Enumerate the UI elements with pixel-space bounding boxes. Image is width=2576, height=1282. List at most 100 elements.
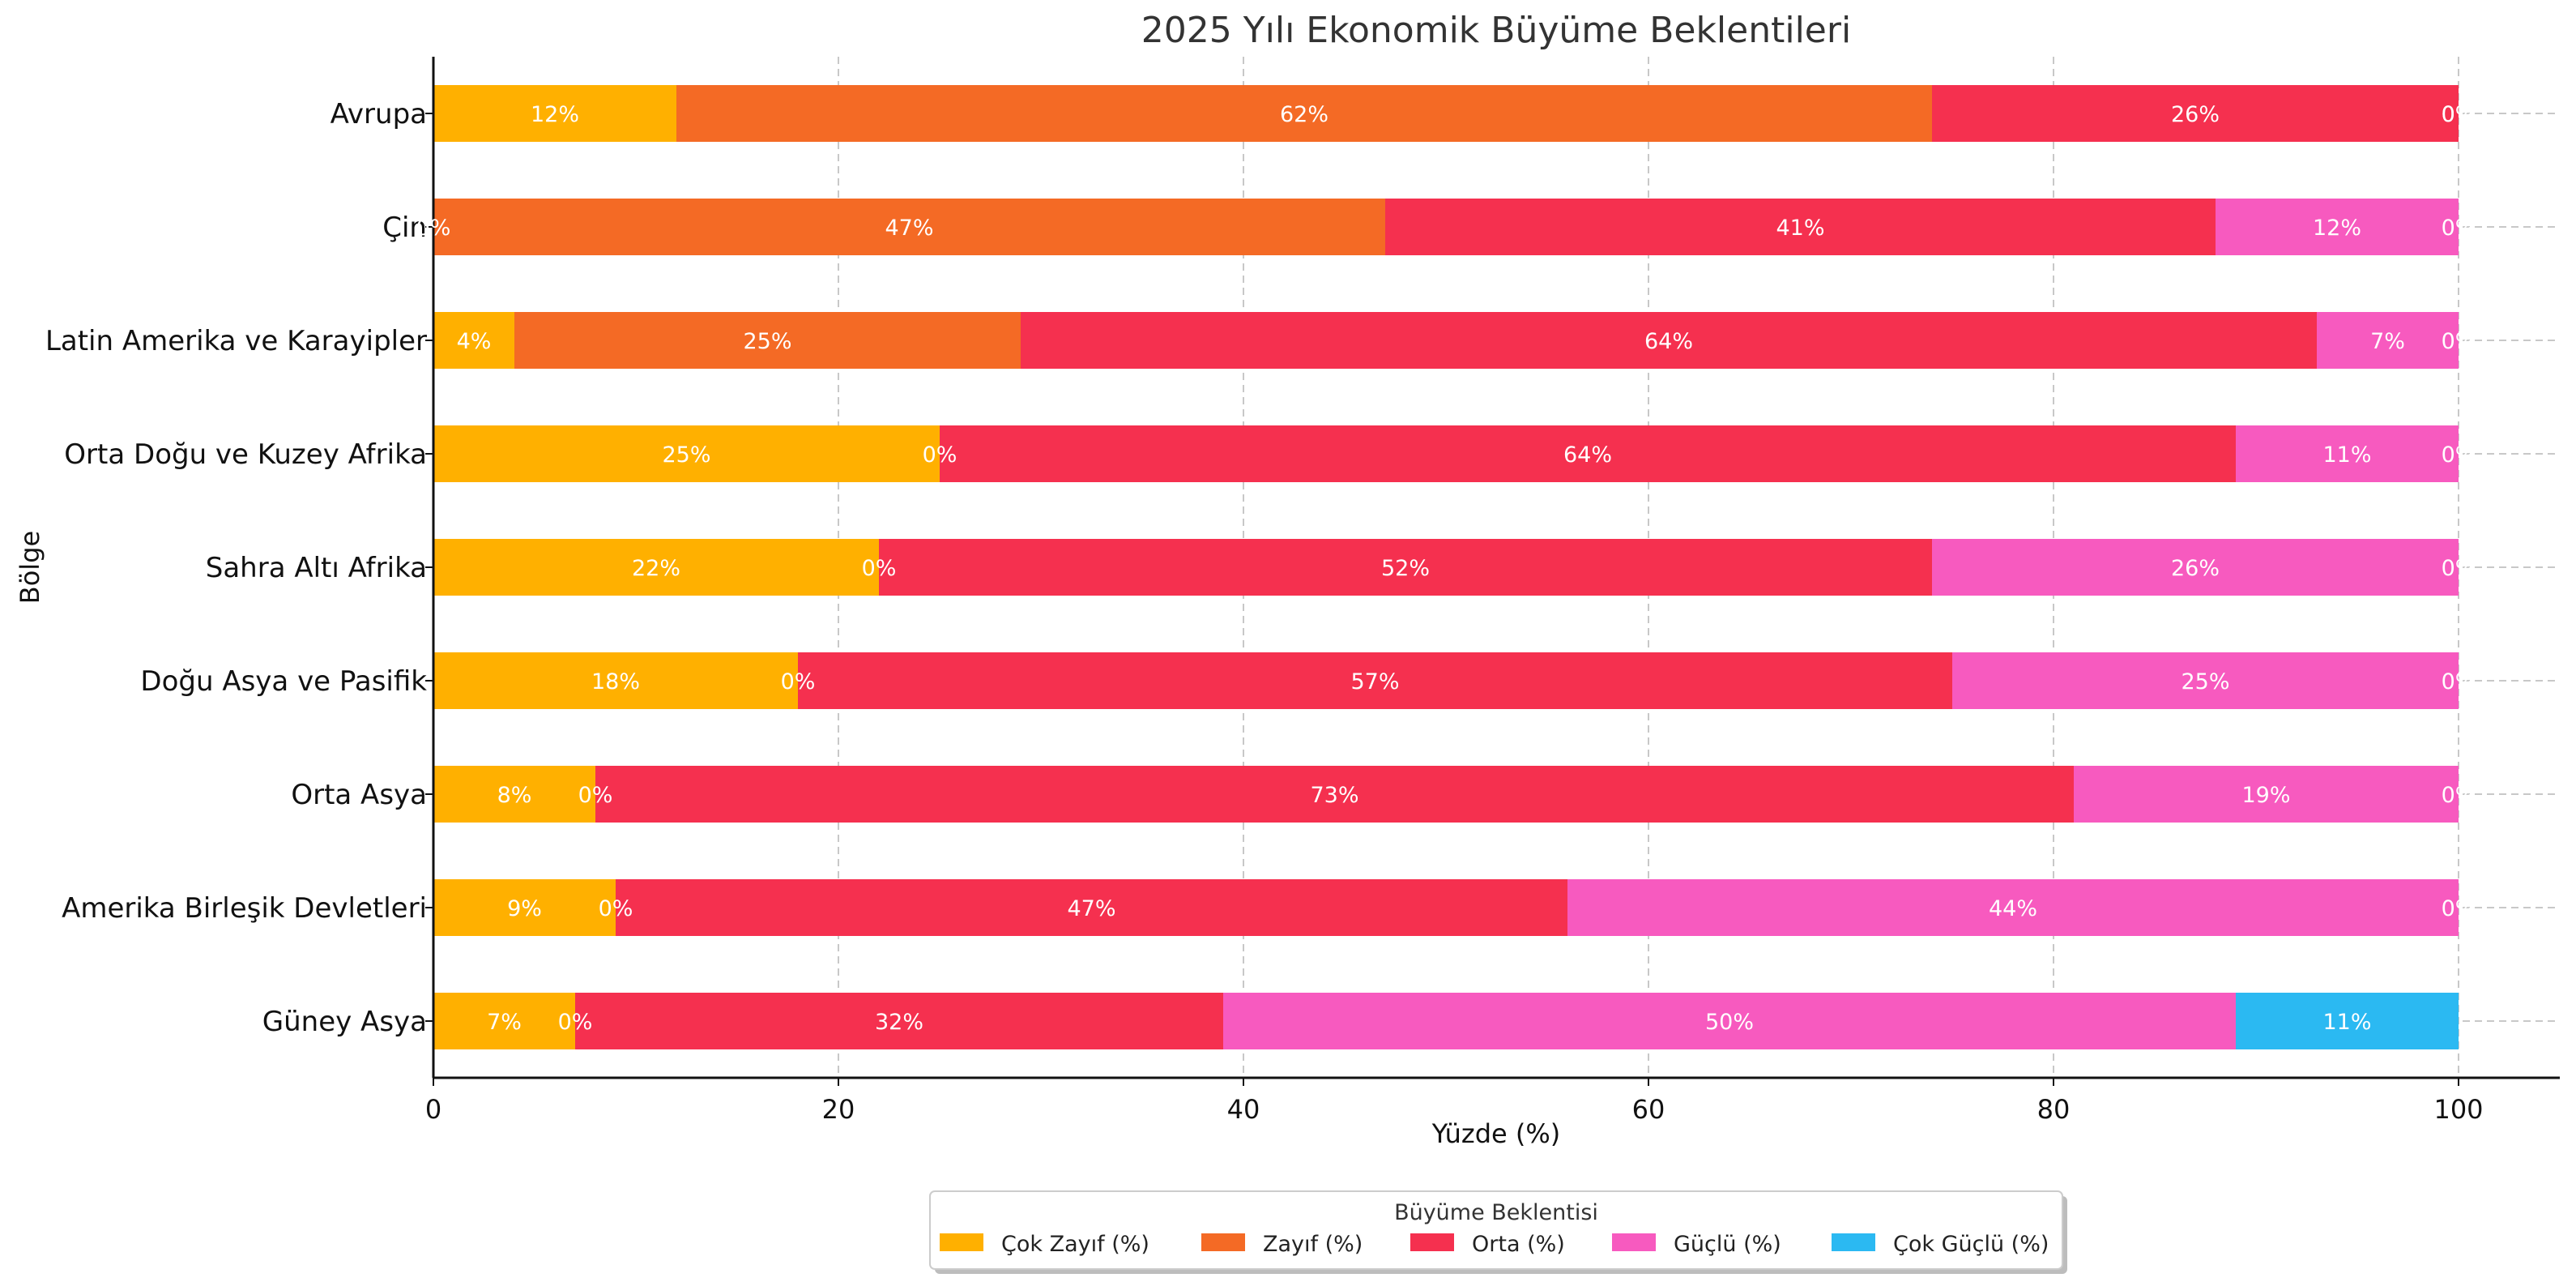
- bar-segment: [2317, 312, 2459, 369]
- bar-value-label: 0%: [2442, 669, 2476, 694]
- legend-title: Büyüme Beklentisi: [1394, 1200, 1598, 1225]
- bars-layer: [433, 85, 2459, 1049]
- bar-value-label: 4%: [457, 329, 492, 354]
- bar-segment: [433, 199, 1385, 255]
- bar-segment: [1223, 993, 2236, 1049]
- bar-segment: [433, 766, 595, 823]
- bar-value-label: 0%: [2442, 442, 2476, 468]
- bar-value-label: 12%: [531, 102, 579, 127]
- legend-swatch: [1832, 1233, 1875, 1251]
- bar-segment: [798, 652, 1952, 709]
- y-category-label: Avrupa: [331, 98, 427, 130]
- bar-segment: [879, 539, 1932, 596]
- bar-value-label: 9%: [507, 896, 542, 921]
- bar-value-label: 8%: [497, 783, 532, 808]
- legend-swatch: [1612, 1233, 1656, 1251]
- bar-segment: [433, 652, 798, 709]
- bar-value-label: 0%: [862, 556, 897, 581]
- bar-segment: [1385, 199, 2216, 255]
- bar-segment: [433, 539, 879, 596]
- legend-swatch: [1410, 1233, 1454, 1251]
- y-category-label: Çin: [382, 212, 427, 244]
- y-category-label: Güney Asya: [262, 1006, 427, 1038]
- bar-value-label: 25%: [662, 442, 710, 468]
- bar-segment: [433, 85, 676, 142]
- x-tick-label: 80: [2037, 1094, 2071, 1125]
- chart-title: 2025 Yılı Ekonomik Büyüme Beklentileri: [1141, 10, 1851, 51]
- bar-value-label: 12%: [2313, 216, 2361, 241]
- bar-segment: [2074, 766, 2459, 823]
- x-tick-label: 20: [822, 1094, 855, 1125]
- bar-value-label: 0%: [2442, 556, 2476, 581]
- bar-value-label: 0%: [781, 669, 816, 694]
- bar-value-label: 7%: [487, 1010, 522, 1035]
- bar-value-label: 11%: [2322, 1010, 2371, 1035]
- bar-segment: [2236, 993, 2459, 1049]
- y-category-label: Orta Asya: [291, 779, 427, 811]
- bar-segment: [1932, 539, 2459, 596]
- bar-value-label: 0%: [2442, 102, 2476, 127]
- legend-swatch: [940, 1233, 983, 1251]
- legend-item-label: Çok Güçlü (%): [1893, 1232, 2049, 1257]
- bar-segment: [1567, 879, 2459, 936]
- bar-value-label: 41%: [1776, 216, 1824, 241]
- bar-segment: [676, 85, 1932, 142]
- bar-value-label: 0%: [599, 896, 633, 921]
- bar-segment: [433, 425, 940, 482]
- axes-layer: 0 20 40 60 80 100 Avrupa Çin Latin Amerika ve Ka…: [45, 57, 2560, 1125]
- y-category-label: Orta Doğu ve Kuzey Afrika: [64, 438, 427, 471]
- legend-swatch: [1201, 1233, 1245, 1251]
- bar-segment: [1952, 652, 2459, 709]
- bar-segment: [616, 879, 1567, 936]
- y-category-label: Amerika Birleşik Devletleri: [62, 892, 427, 925]
- bar-segment: [1932, 85, 2459, 142]
- bar-value-label: 26%: [2171, 102, 2220, 127]
- bar-value-label: 0%: [2442, 329, 2476, 354]
- y-axis-label: Bölge: [15, 531, 45, 604]
- bar-segment: [940, 425, 2236, 482]
- bar-value-label: 57%: [1350, 669, 1399, 694]
- x-tick-label: 40: [1227, 1094, 1260, 1125]
- bar-segment: [1021, 312, 2317, 369]
- x-axis-label: Yüzde (%): [1431, 1118, 1561, 1149]
- x-tick-label: 100: [2433, 1094, 2483, 1125]
- bar-segment: [433, 879, 616, 936]
- bar-value-label: 0%: [416, 216, 451, 241]
- bar-value-label: 25%: [2181, 669, 2229, 694]
- bar-value-label: 64%: [1644, 329, 1693, 354]
- bar-value-label: 0%: [578, 783, 613, 808]
- legend-item-label: Zayıf (%): [1263, 1232, 1363, 1257]
- bar-value-label: 7%: [2370, 329, 2405, 354]
- bar-value-label: 62%: [1280, 102, 1329, 127]
- bar-value-label: 25%: [743, 329, 791, 354]
- bar-value-label: 44%: [1989, 896, 2037, 921]
- x-tick-label: 60: [1632, 1094, 1665, 1125]
- y-category-label: Doğu Asya ve Pasifik: [140, 665, 427, 698]
- legend: Büyüme Beklentisi Çok Zayıf (%) Zayıf (%) O…: [929, 1190, 2067, 1274]
- bar-segment: [2216, 199, 2459, 255]
- bar-value-label: 26%: [2171, 556, 2220, 581]
- bar-value-label: 0%: [2442, 783, 2476, 808]
- bar-value-label: 32%: [875, 1010, 923, 1035]
- bar-value-label: 0%: [923, 442, 957, 468]
- y-category-label: Sahra Altı Afrika: [206, 552, 427, 584]
- bar-segment: [514, 312, 1021, 369]
- bar-value-label: 18%: [591, 669, 640, 694]
- bar-segment: [2236, 425, 2459, 482]
- bar-value-label: 0%: [558, 1010, 593, 1035]
- bar-value-label: 19%: [2241, 783, 2290, 808]
- legend-item-label: Çok Zayıf (%): [1001, 1232, 1149, 1257]
- text-layer: 12% 62% 26% 0% 0% 0% 47% 41% 12% 0% 4% 25% 64% 7% 0% 25…: [15, 10, 2476, 1149]
- bar-value-label: 47%: [885, 216, 933, 241]
- y-category-label: Latin Amerika ve Karayipler: [45, 325, 427, 357]
- bar-segment: [595, 766, 2074, 823]
- bar-segment: [575, 993, 1223, 1049]
- bar-value-label: 52%: [1381, 556, 1430, 581]
- bar-segment: [433, 993, 575, 1049]
- bar-value-label: 73%: [1310, 783, 1358, 808]
- bar-value-label: 22%: [632, 556, 680, 581]
- bar-value-label: 47%: [1067, 896, 1115, 921]
- x-tick-label: 0: [425, 1094, 441, 1125]
- bar-value-label: 64%: [1563, 442, 1612, 468]
